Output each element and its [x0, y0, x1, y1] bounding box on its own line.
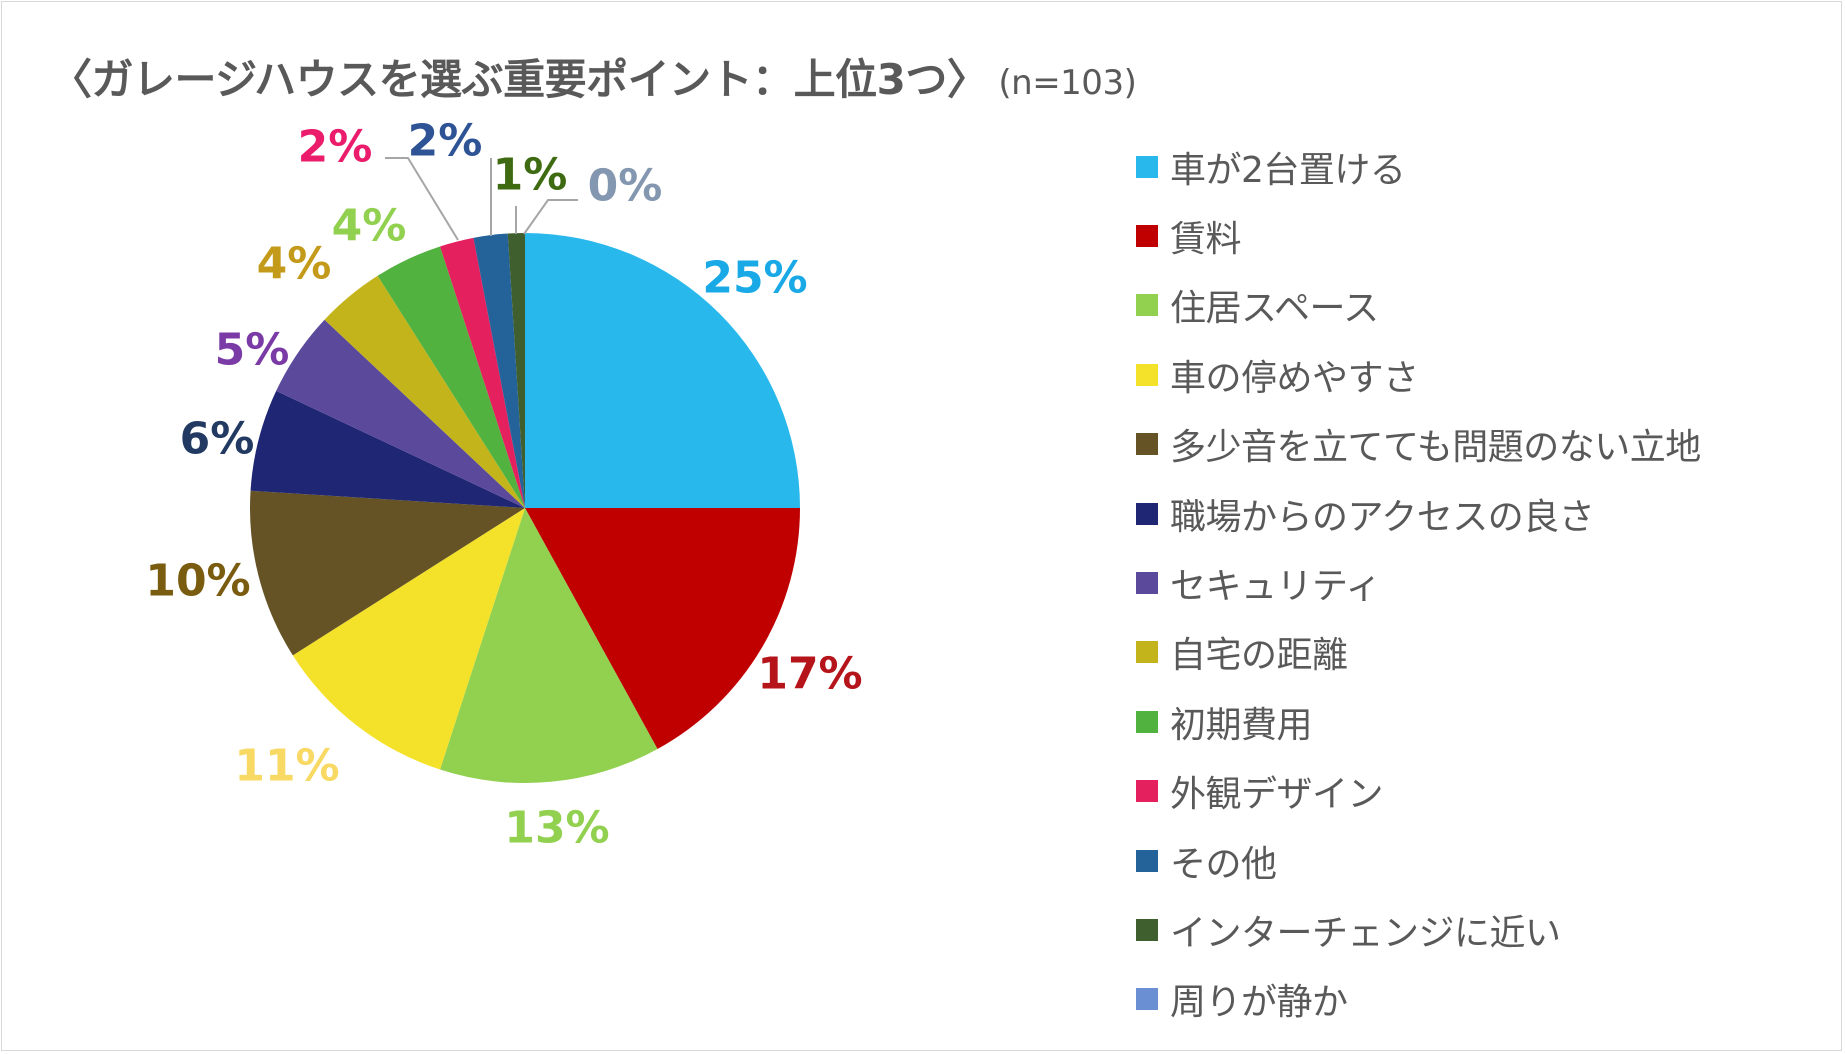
pie-slice-8: [324, 275, 525, 508]
legend-label: 住居スペース: [1170, 288, 1379, 330]
legend-label: 初期費用: [1170, 704, 1313, 746]
data-label-11: 2%: [408, 116, 483, 167]
pie-slice-5: [250, 490, 526, 656]
data-label-10: 2%: [298, 122, 373, 173]
pie-slice-2: [525, 508, 800, 749]
leader-line-13: [523, 199, 578, 235]
data-label-4: 11%: [234, 741, 339, 792]
legend-item-3: 住居スペース: [1136, 271, 1701, 340]
legend-swatch: [1136, 988, 1158, 1011]
data-label-5: 10%: [145, 556, 250, 607]
legend-item-11: その他: [1136, 826, 1701, 895]
legend-label: 車が2台置ける: [1170, 149, 1406, 191]
legend-swatch: [1136, 433, 1158, 456]
legend-swatch: [1136, 780, 1158, 803]
legend-swatch: [1136, 155, 1158, 178]
legend-item-6: 職場からのアクセスの良さ: [1136, 479, 1701, 548]
legend-item-1: 車が2台置ける: [1136, 132, 1701, 201]
chart-subtitle: (n=103): [998, 63, 1137, 103]
legend-item-9: 初期費用: [1136, 687, 1701, 756]
pie-slice-6: [250, 390, 525, 508]
legend-swatch: [1136, 641, 1158, 664]
leader-lines: [385, 157, 578, 241]
legend-item-4: 車の停めやすさ: [1136, 340, 1701, 409]
legend-item-8: 自宅の距離: [1136, 618, 1701, 687]
legend-swatch: [1136, 572, 1158, 595]
pie-slice-3: [440, 508, 658, 784]
legend-swatch: [1136, 225, 1158, 248]
data-label-13: 0%: [588, 161, 663, 212]
data-label-12: 1%: [493, 150, 568, 201]
legend: 車が2台置ける 賃料住居スペース 車の停めやすさ多少音を立てても問題のない立地 職場か…: [1136, 150, 1701, 1052]
chart-title: 〈ガレージハウスを選ぶ重要ポイント：上位3つ〉 (n=103): [50, 46, 1137, 107]
legend-label: 賃料: [1170, 219, 1242, 261]
legend-swatch: [1136, 502, 1158, 525]
data-labels: 25%17%13%11%10%6%5%4%4%2% 2%1% 0%: [145, 116, 862, 854]
legend-item-2: 賃料: [1136, 201, 1701, 270]
legend-label: 職場からのアクセスの良さ: [1170, 496, 1595, 538]
legend-label: その他: [1170, 843, 1277, 885]
data-label-8: 4%: [257, 239, 332, 290]
pie-slice-12: [507, 233, 525, 508]
legend-swatch: [1136, 294, 1158, 317]
legend-label: インターチェンジに近い: [1170, 912, 1561, 954]
legend-swatch: [1136, 918, 1158, 941]
legend-label: 外観デザイン: [1170, 774, 1384, 816]
data-label-2: 17%: [757, 649, 862, 700]
legend-label: セキュリティ: [1170, 566, 1381, 608]
legend-item-12: インターチェンジに近い: [1136, 895, 1701, 964]
data-label-1: 25%: [702, 253, 807, 304]
legend-label: 車の停めやすさ: [1170, 357, 1419, 399]
pie-slice-1: [525, 233, 800, 508]
pie-slices: [250, 233, 800, 784]
legend-label: 周りが静か: [1170, 982, 1348, 1024]
chart-title-text: 〈ガレージハウスを選ぶ重要ポイント：上位3つ〉: [50, 55, 989, 104]
pie-slice-7: [276, 319, 525, 508]
leader-line-10: [385, 157, 459, 241]
legend-item-10: 外観デザイン: [1136, 757, 1701, 826]
legend-label: 自宅の距離: [1170, 635, 1348, 677]
data-label-3: 13%: [504, 803, 609, 854]
pie-slice-4: [292, 508, 525, 770]
legend-item-5: 多少音を立てても問題のない立地: [1136, 410, 1701, 479]
pie-slice-11: [473, 233, 525, 508]
legend-swatch: [1136, 849, 1158, 872]
data-label-7: 5%: [215, 325, 290, 376]
legend-item-13: 周りが静か: [1136, 965, 1701, 1034]
pie-slice-9: [377, 246, 525, 508]
data-label-9: 4%: [332, 201, 407, 252]
legend-swatch: [1136, 363, 1158, 386]
data-label-6: 6%: [180, 414, 255, 465]
pie-slice-10: [440, 237, 525, 508]
legend-label: 多少音を立てても問題のない立地: [1170, 427, 1701, 469]
legend-item-7: セキュリティ: [1136, 548, 1701, 617]
legend-swatch: [1136, 710, 1158, 733]
